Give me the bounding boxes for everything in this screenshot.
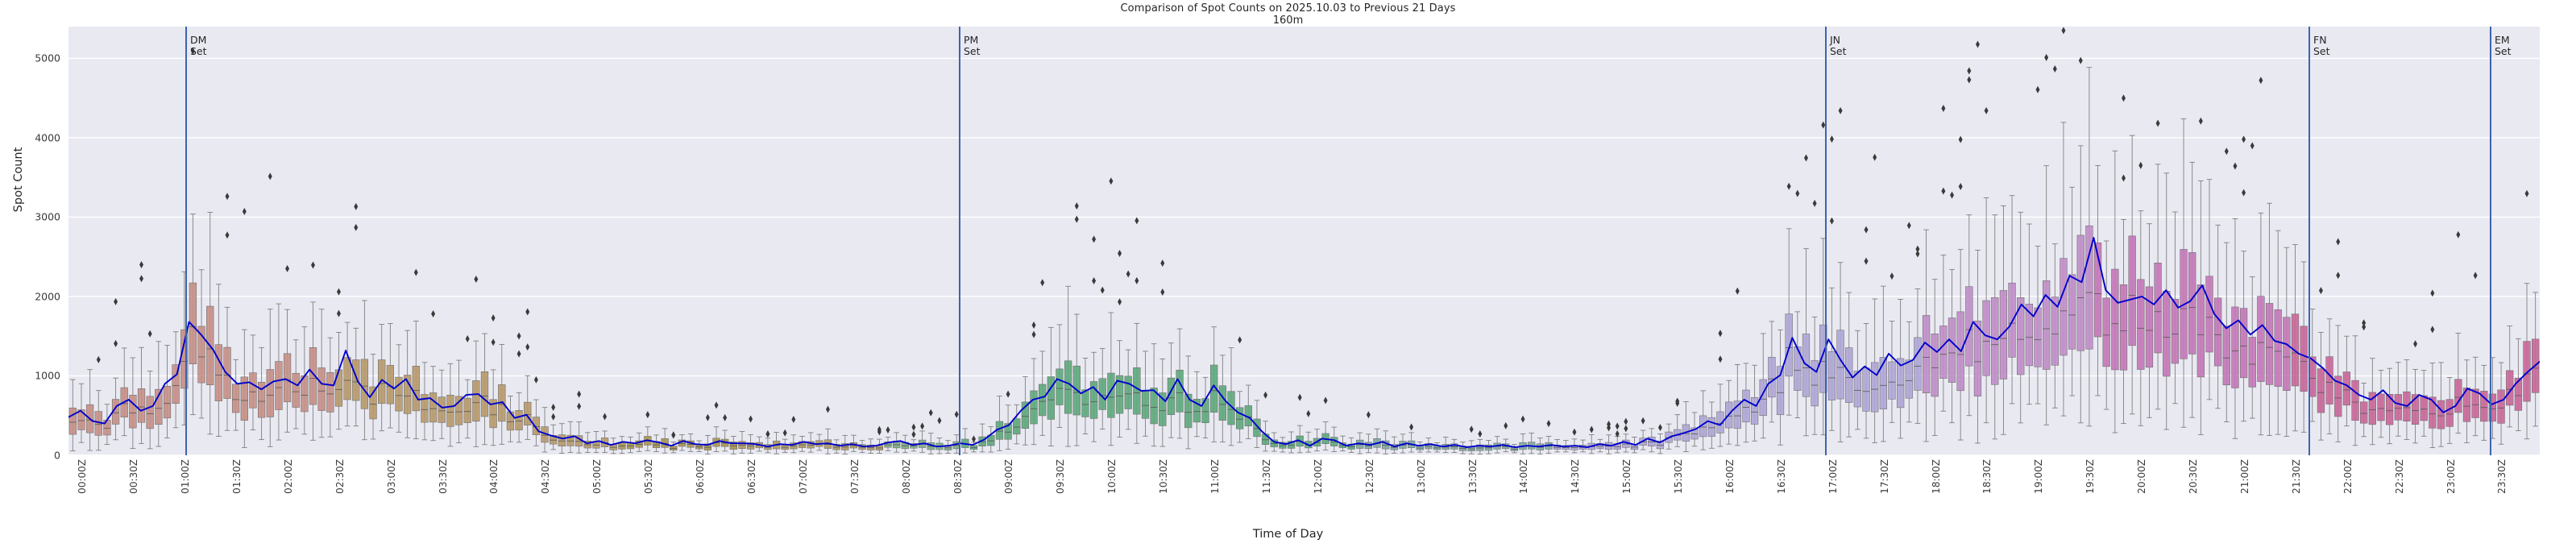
x-tick-label: 02:00Z — [282, 459, 294, 494]
y-tick-label: 0 — [54, 449, 60, 462]
x-tick-label: 09:00Z — [1003, 459, 1015, 494]
x-tick-label: 16:00Z — [1724, 459, 1736, 494]
y-tick-label: 5000 — [35, 52, 60, 64]
x-tick-label: 18:30Z — [1981, 459, 1993, 494]
x-tick-label: 06:30Z — [745, 459, 757, 494]
x-tick-label: 05:00Z — [591, 459, 604, 494]
event-marker-label-line2: Set — [964, 45, 981, 57]
x-tick-label: 01:30Z — [231, 459, 243, 494]
x-tick-label: 02:30Z — [334, 459, 346, 494]
event-marker-label: DM Set — [190, 35, 207, 57]
x-tick-label: 13:30Z — [1466, 459, 1479, 494]
plot-area: DM Set PM Set JN Set FN Set EM Set — [68, 27, 2540, 455]
x-tick-label: 08:00Z — [900, 459, 912, 494]
x-tick-label: 08:30Z — [952, 459, 964, 494]
x-tick-label: 14:30Z — [1570, 459, 1582, 494]
chart-title: Comparison of Spot Counts on 2025.10.03 … — [1120, 2, 1456, 15]
x-tick-label: 00:30Z — [128, 459, 140, 494]
event-marker-label-line1: DM — [190, 34, 207, 46]
x-tick-label: 21:30Z — [2290, 459, 2302, 494]
x-tick-label: 20:30Z — [2188, 459, 2200, 494]
x-tick-label: 03:00Z — [385, 459, 397, 494]
boxplot-series — [68, 27, 2540, 455]
y-tick-label: 2000 — [35, 290, 60, 303]
event-marker-label-line2: Set — [190, 45, 207, 57]
x-axis-tick-labels: 00:00Z 00:30Z 01:00Z 01:30Z 02:00Z 02:30Z 03:0… — [68, 459, 2540, 524]
event-marker-label: EM Set — [2495, 35, 2512, 57]
event-marker-line — [959, 27, 960, 455]
x-tick-label: 15:00Z — [1621, 459, 1633, 494]
x-tick-label: 10:00Z — [1106, 459, 1118, 494]
y-tick-label: 1000 — [35, 369, 60, 382]
x-tick-label: 07:00Z — [797, 459, 809, 494]
event-marker-label-line1: PM — [964, 34, 979, 46]
x-tick-label: 23:00Z — [2445, 459, 2457, 494]
x-axis-title: Time of Day — [1252, 528, 1324, 541]
x-tick-label: 17:30Z — [1878, 459, 1890, 494]
x-tick-label: 14:00Z — [1518, 459, 1530, 494]
event-marker-line — [2308, 27, 2310, 455]
x-tick-label: 19:30Z — [2084, 459, 2097, 494]
event-marker-label-line1: EM — [2495, 34, 2510, 46]
y-tick-label: 4000 — [35, 131, 60, 144]
x-tick-label: 07:30Z — [848, 459, 861, 494]
x-tick-label: 15:30Z — [1673, 459, 1685, 494]
event-marker-line — [185, 27, 187, 455]
event-marker-label-line2: Set — [2313, 45, 2330, 57]
x-tick-label: 03:30Z — [437, 459, 449, 494]
current-day-line-series — [68, 237, 2540, 449]
x-tick-label: 11:00Z — [1209, 459, 1222, 494]
x-tick-label: 19:00Z — [2033, 459, 2045, 494]
y-tick-label: 3000 — [35, 210, 60, 223]
event-marker-label: JN Set — [1830, 35, 1847, 57]
x-tick-label: 17:00Z — [1827, 459, 1839, 494]
event-marker-label: PM Set — [964, 35, 981, 57]
event-marker-line — [2490, 27, 2491, 455]
x-tick-label: 18:00Z — [1930, 459, 1942, 494]
x-tick-label: 23:30Z — [2496, 459, 2508, 494]
x-tick-label: 12:30Z — [1363, 459, 1375, 494]
event-marker-label-line2: Set — [1830, 45, 1847, 57]
x-tick-label: 20:00Z — [2136, 459, 2148, 494]
x-tick-label: 00:00Z — [77, 459, 89, 494]
chart-subtitle: 160m — [1272, 15, 1304, 27]
y-axis-tick-labels: 0 1000 2000 3000 4000 5000 — [0, 27, 63, 462]
event-marker-label: FN Set — [2313, 35, 2330, 57]
x-tick-label: 04:00Z — [488, 459, 500, 494]
x-tick-label: 09:30Z — [1055, 459, 1067, 494]
x-tick-label: 21:00Z — [2238, 459, 2250, 494]
x-tick-label: 05:30Z — [643, 459, 655, 494]
x-tick-label: 11:30Z — [1260, 459, 1272, 494]
event-marker-label-line2: Set — [2495, 45, 2512, 57]
x-tick-label: 10:30Z — [1158, 459, 1170, 494]
x-tick-label: 13:00Z — [1415, 459, 1427, 494]
event-marker-label-line1: FN — [2313, 34, 2327, 46]
x-tick-label: 12:00Z — [1312, 459, 1324, 494]
gridlines — [68, 57, 2540, 455]
x-tick-label: 22:00Z — [2342, 459, 2354, 494]
x-tick-label: 22:30Z — [2393, 459, 2405, 494]
event-marker-label-line1: JN — [1830, 34, 1841, 46]
x-tick-label: 06:00Z — [695, 459, 707, 494]
event-marker-line — [1825, 27, 1827, 455]
x-tick-label: 04:30Z — [540, 459, 552, 494]
x-tick-label: 01:00Z — [180, 459, 192, 494]
x-tick-label: 16:30Z — [1775, 459, 1787, 494]
